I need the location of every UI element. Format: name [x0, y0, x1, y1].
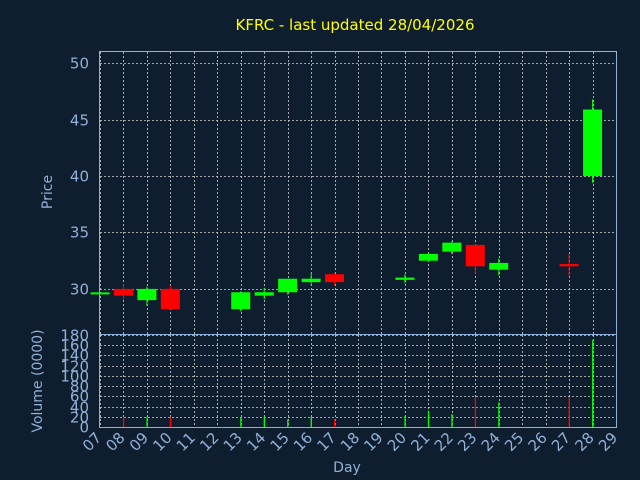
candle-body [278, 278, 298, 293]
x-axis-label: Day [333, 460, 361, 476]
volume-bar [568, 397, 570, 427]
volume-bar [592, 340, 594, 427]
x-tick-label: 28 [571, 429, 597, 455]
x-tick-label: 18 [337, 429, 363, 455]
volume-y-tick-label: 60 [70, 388, 89, 406]
x-tick-label: 23 [454, 429, 480, 455]
candle-body [418, 253, 438, 261]
volume-y-tick-label: 180 [60, 327, 89, 345]
volume-bar [474, 397, 477, 427]
candle-body [442, 242, 462, 252]
volume-y-tick-label: 0 [79, 419, 89, 437]
price-y-tick-label: 45 [70, 112, 89, 130]
price-y-tick-label: 35 [70, 224, 89, 242]
candle-body [325, 274, 345, 283]
volume-bar [287, 419, 289, 427]
price-y-ticks: 30 35 40 45 50 [70, 55, 89, 299]
candle-body [301, 278, 321, 283]
volume-bar [169, 416, 172, 427]
x-tick-label: 10 [149, 429, 175, 455]
volume-bar [263, 416, 265, 427]
price-y-tick-label: 50 [70, 55, 89, 73]
candle-body [395, 277, 415, 280]
candle-body [465, 244, 485, 267]
chart-title: KFRC - last updated 28/04/2026 [236, 16, 475, 34]
price-y-tick-label: 30 [70, 281, 89, 299]
volume-bar [404, 415, 406, 427]
candle-body [113, 288, 133, 296]
volume-bar [122, 417, 125, 427]
volume-bar [334, 419, 336, 427]
price-y-axis-label: Price [40, 175, 56, 209]
candle-body [583, 109, 603, 177]
volume-bar [146, 416, 148, 427]
x-tick-label: 21 [407, 429, 433, 455]
volume-y-tick-label: 140 [60, 347, 89, 365]
volume-y-axis-label: Volume (0000) [30, 329, 46, 432]
volume-plot-frame [99, 334, 617, 428]
volume-bars [122, 340, 594, 427]
candle-body [559, 264, 579, 267]
x-tick-label: 20 [384, 429, 410, 455]
candle-body [137, 288, 157, 301]
price-panel: 30 35 40 45 50 Price [40, 51, 617, 335]
candle-body [489, 262, 509, 270]
x-tick-label: 08 [102, 429, 128, 455]
x-tick-label: 12 [196, 429, 222, 455]
volume-grid [100, 335, 617, 428]
volume-y-tick-label: 100 [60, 368, 89, 386]
volume-bar [498, 402, 500, 427]
x-tick-label: 09 [126, 429, 152, 455]
volume-bar [240, 417, 242, 427]
volume-bar [451, 414, 453, 427]
volume-y-tick-label: 20 [70, 409, 89, 427]
volume-y-tick-label: 40 [70, 399, 89, 417]
x-tick-label: 19 [360, 429, 386, 455]
price-grid [100, 52, 617, 334]
volume-y-tick-label: 80 [70, 378, 89, 396]
x-tick-label: 29 [595, 429, 621, 455]
x-tick-label: 22 [431, 429, 457, 455]
x-tick-label: 17 [313, 429, 339, 455]
volume-y-tick-label: 160 [60, 337, 89, 355]
price-y-tick-label: 40 [70, 168, 89, 186]
candle-body [160, 288, 180, 310]
x-tick-label: 27 [548, 429, 574, 455]
x-tick-label: 11 [173, 429, 199, 455]
x-ticks: 0708091011121314151617181920212223242526… [79, 429, 621, 455]
candle-body [254, 292, 274, 296]
x-tick-label: 14 [243, 429, 269, 455]
volume-y-tick-label: 120 [60, 358, 89, 376]
x-tick-label: 26 [525, 429, 551, 455]
volume-bar [427, 410, 430, 427]
candles [90, 99, 603, 312]
x-tick-label: 13 [220, 429, 246, 455]
candle-body [90, 292, 110, 295]
x-tick-label: 24 [478, 429, 504, 455]
x-tick-label: 16 [290, 429, 316, 455]
candle-body [231, 292, 251, 310]
x-tick-label: 15 [267, 429, 293, 455]
volume-bar [310, 416, 312, 427]
x-tick-label: 25 [501, 429, 527, 455]
